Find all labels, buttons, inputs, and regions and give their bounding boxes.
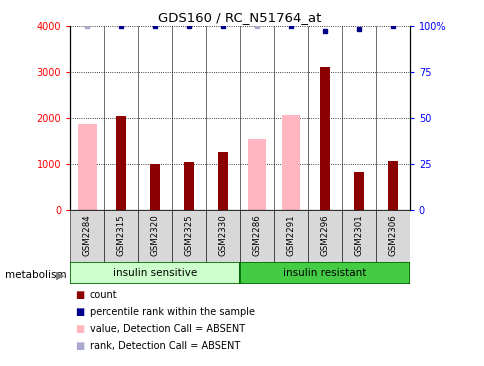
Bar (184, 162, 194, 210)
Bar (70, 210, 104, 262)
Bar (172, 210, 206, 262)
Text: insulin sensitive: insulin sensitive (113, 268, 197, 278)
Text: GSM2301: GSM2301 (354, 214, 363, 256)
Text: GSM2296: GSM2296 (320, 214, 329, 256)
Text: percentile rank within the sample: percentile rank within the sample (90, 307, 254, 317)
Bar (247, 139, 266, 210)
Bar (104, 210, 138, 262)
Bar (273, 210, 307, 262)
Bar (353, 172, 363, 210)
Bar (116, 116, 126, 210)
Text: value, Detection Call = ABSENT: value, Detection Call = ABSENT (90, 324, 244, 334)
Text: insulin resistant: insulin resistant (283, 268, 366, 278)
Bar (206, 210, 240, 262)
Bar (70, 262, 240, 284)
Bar (150, 164, 160, 210)
Bar (281, 115, 300, 210)
Text: ■: ■ (75, 307, 84, 317)
Text: ■: ■ (75, 341, 84, 351)
Text: metabolism: metabolism (5, 270, 66, 280)
Bar (341, 210, 375, 262)
Text: GSM2291: GSM2291 (286, 214, 295, 256)
Text: rank, Detection Call = ABSENT: rank, Detection Call = ABSENT (90, 341, 240, 351)
Bar (240, 210, 273, 262)
Bar (218, 152, 227, 210)
Text: GSM2286: GSM2286 (252, 214, 261, 256)
Text: ■: ■ (75, 324, 84, 334)
Text: GSM2330: GSM2330 (218, 214, 227, 256)
Text: ▶: ▶ (56, 270, 64, 280)
Text: ■: ■ (75, 290, 84, 300)
Text: GSM2315: GSM2315 (117, 214, 125, 256)
Text: GSM2320: GSM2320 (151, 214, 159, 256)
Bar (240, 262, 409, 284)
Bar (138, 210, 172, 262)
Bar (78, 124, 96, 210)
Text: GSM2325: GSM2325 (184, 214, 193, 256)
Text: count: count (90, 290, 117, 300)
Text: GSM2306: GSM2306 (388, 214, 396, 256)
Title: GDS160 / RC_N51764_at: GDS160 / RC_N51764_at (158, 11, 321, 25)
Bar (307, 210, 341, 262)
Text: GSM2284: GSM2284 (83, 214, 91, 256)
Bar (319, 67, 329, 210)
Bar (387, 161, 397, 210)
Bar (375, 210, 409, 262)
